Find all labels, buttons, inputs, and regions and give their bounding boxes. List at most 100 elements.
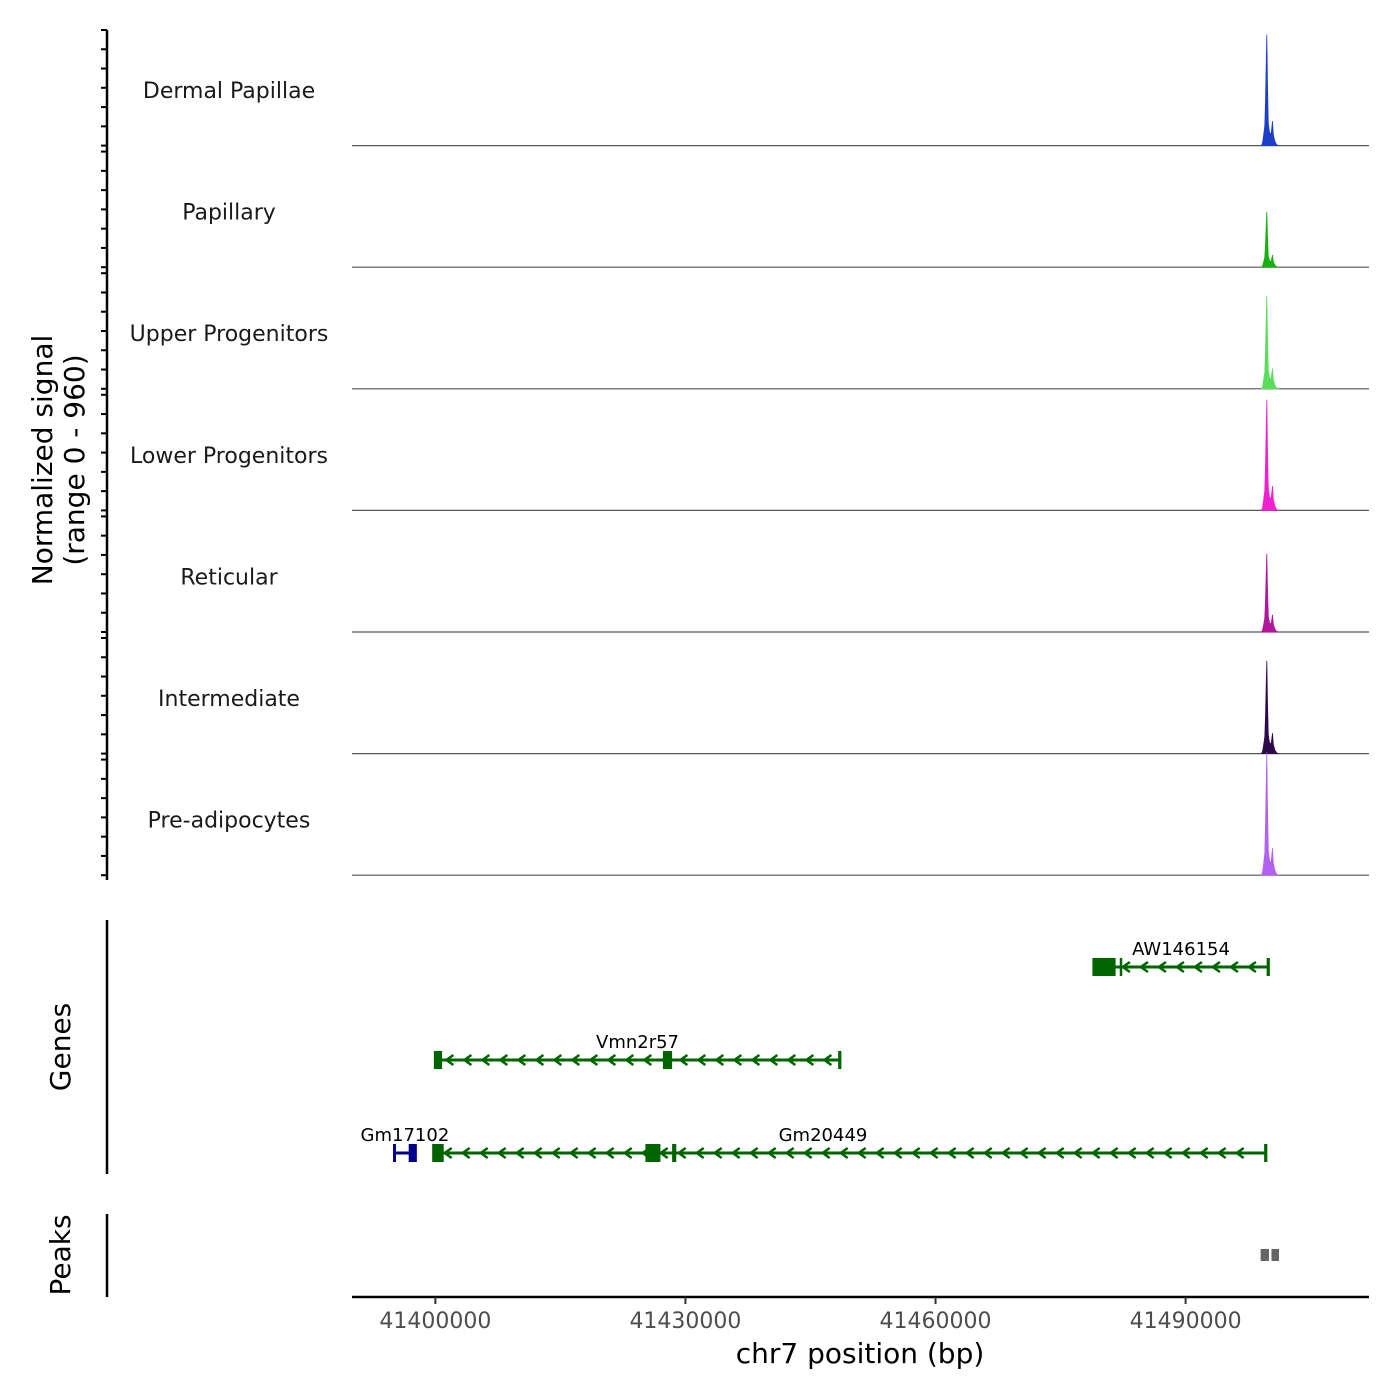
peak-2 <box>1271 1249 1279 1261</box>
exon-aw146154 <box>1093 958 1116 976</box>
strand-arrow-gm20449 <box>874 1146 885 1160</box>
x-tick-label: 41460000 <box>880 1309 992 1334</box>
strand-arrow-gm20449 <box>604 1146 615 1160</box>
strand-arrow-gm20449 <box>892 1146 903 1160</box>
x-tick-label: 41400000 <box>379 1309 491 1334</box>
strand-arrow-vmn2r57 <box>732 1053 743 1067</box>
gene-label-gm17102: Gm17102 <box>361 1125 450 1146</box>
strand-arrow-gm20449 <box>622 1146 633 1160</box>
strand-arrow-gm20449 <box>1072 1146 1083 1160</box>
exon-aw146154 <box>1119 958 1123 976</box>
strand-arrow-aw146154 <box>1174 960 1185 974</box>
strand-arrow-gm20449 <box>838 1146 849 1160</box>
exon-vmn2r57 <box>435 1051 443 1069</box>
strand-arrow-vmn2r57 <box>570 1053 581 1067</box>
strand-arrow-aw146154 <box>1138 960 1149 974</box>
strand-arrow-gm20449 <box>496 1146 507 1160</box>
strand-arrow-gm20449 <box>784 1146 795 1160</box>
track-label-reticular: Reticular <box>180 565 278 590</box>
strand-arrow-gm20449 <box>730 1146 741 1160</box>
strand-arrow-gm20449 <box>532 1146 543 1160</box>
genes-label: Genes <box>44 1003 77 1091</box>
signal-ylabel-line1: Normalized signal <box>26 335 59 586</box>
strand-arrow-vmn2r57 <box>462 1053 473 1067</box>
strand-arrow-gm20449 <box>1216 1146 1227 1160</box>
x-axis-ticks: 41400000 41430000 41460000 41490000 <box>379 1297 1242 1334</box>
strand-arrow-gm20449 <box>1108 1146 1119 1160</box>
strand-arrow-aw146154 <box>1192 960 1203 974</box>
strand-arrow-gm20449 <box>1180 1146 1191 1160</box>
signal-peak-dermal-papillae <box>1260 34 1280 146</box>
gene-label-gm20449: Gm20449 <box>779 1125 868 1146</box>
strand-arrow-aw146154 <box>1246 960 1257 974</box>
signal-peak-papillary <box>1260 211 1279 268</box>
exon-gm17102 <box>408 1144 416 1162</box>
strand-arrow-aw146154 <box>1120 960 1131 974</box>
signal-y-axis <box>101 29 109 880</box>
exon-gm20449 <box>672 1144 677 1162</box>
x-tick-label: 41430000 <box>629 1309 741 1334</box>
strand-arrow-gm20449 <box>712 1146 723 1160</box>
strand-arrow-vmn2r57 <box>552 1053 563 1067</box>
strand-arrow-vmn2r57 <box>606 1053 617 1067</box>
strand-arrow-vmn2r57 <box>750 1053 761 1067</box>
strand-arrow-vmn2r57 <box>588 1053 599 1067</box>
strand-arrow-gm20449 <box>820 1146 831 1160</box>
peak-1 <box>1260 1249 1269 1261</box>
strand-arrow-vmn2r57 <box>642 1053 653 1067</box>
signal-peak-reticular <box>1260 553 1279 633</box>
strand-arrow-gm20449 <box>946 1146 957 1160</box>
signal-ylabel-line2: (range 0 - 960) <box>58 354 91 565</box>
strand-arrow-gm20449 <box>1144 1146 1155 1160</box>
strand-arrow-vmn2r57 <box>624 1053 635 1067</box>
strand-arrow-gm20449 <box>766 1146 777 1160</box>
strand-arrow-vmn2r57 <box>714 1053 725 1067</box>
strand-arrow-vmn2r57 <box>696 1053 707 1067</box>
strand-arrow-gm20449 <box>442 1146 453 1160</box>
strand-arrow-vmn2r57 <box>516 1053 527 1067</box>
strand-arrow-gm20449 <box>1018 1146 1029 1160</box>
strand-arrow-gm20449 <box>568 1146 579 1160</box>
strand-arrow-gm20449 <box>1126 1146 1137 1160</box>
track-label-pre-adipocytes: Pre-adipocytes <box>148 809 311 834</box>
strand-arrow-gm20449 <box>514 1146 525 1160</box>
strand-arrow-vmn2r57 <box>822 1053 833 1067</box>
strand-arrow-gm20449 <box>694 1146 705 1160</box>
gene-track: AW146154 Vmn2r57 Gm17102 Gm20449 <box>361 939 1270 1162</box>
signal-peak-intermediate <box>1260 660 1280 754</box>
signal-peak-upper-progenitors <box>1260 296 1280 390</box>
strand-arrow-gm20449 <box>1198 1146 1209 1160</box>
exon-gm20449 <box>433 1144 444 1162</box>
strand-arrow-gm20449 <box>1036 1146 1047 1160</box>
strand-arrow-gm20449 <box>1000 1146 1011 1160</box>
track-label-lower-progenitors: Lower Progenitors <box>130 444 328 469</box>
track-label-dermal-papillae: Dermal Papillae <box>143 79 315 104</box>
strand-arrow-vmn2r57 <box>498 1053 509 1067</box>
strand-arrow-gm20449 <box>910 1146 921 1160</box>
strand-arrow-vmn2r57 <box>786 1053 797 1067</box>
strand-arrow-gm20449 <box>964 1146 975 1160</box>
strand-arrow-vmn2r57 <box>804 1053 815 1067</box>
strand-arrow-vmn2r57 <box>768 1053 779 1067</box>
signal-tracks: Dermal Papillae Papillary Upper Progenitor… <box>130 34 1369 876</box>
strand-arrow-gm20449 <box>928 1146 939 1160</box>
signal-peak-pre-adipocytes <box>1260 752 1280 876</box>
track-label-papillary: Papillary <box>182 201 276 226</box>
strand-arrow-vmn2r57 <box>678 1053 689 1067</box>
strand-arrow-gm20449 <box>478 1146 489 1160</box>
strand-arrow-aw146154 <box>1156 960 1167 974</box>
strand-arrow-gm20449 <box>982 1146 993 1160</box>
strand-arrow-vmn2r57 <box>444 1053 455 1067</box>
strand-arrow-gm20449 <box>1054 1146 1065 1160</box>
track-label-intermediate: Intermediate <box>158 687 300 712</box>
strand-arrow-gm20449 <box>586 1146 597 1160</box>
strand-arrow-aw146154 <box>1210 960 1221 974</box>
strand-arrow-gm20449 <box>1162 1146 1173 1160</box>
exon-vmn2r57 <box>838 1051 842 1069</box>
strand-arrow-gm20449 <box>1090 1146 1101 1160</box>
exon-vmn2r57 <box>662 1051 673 1069</box>
peak-track <box>1260 1249 1279 1261</box>
x-axis-title: chr7 position (bp) <box>736 1337 985 1370</box>
signal-peak-lower-progenitors <box>1260 399 1280 511</box>
